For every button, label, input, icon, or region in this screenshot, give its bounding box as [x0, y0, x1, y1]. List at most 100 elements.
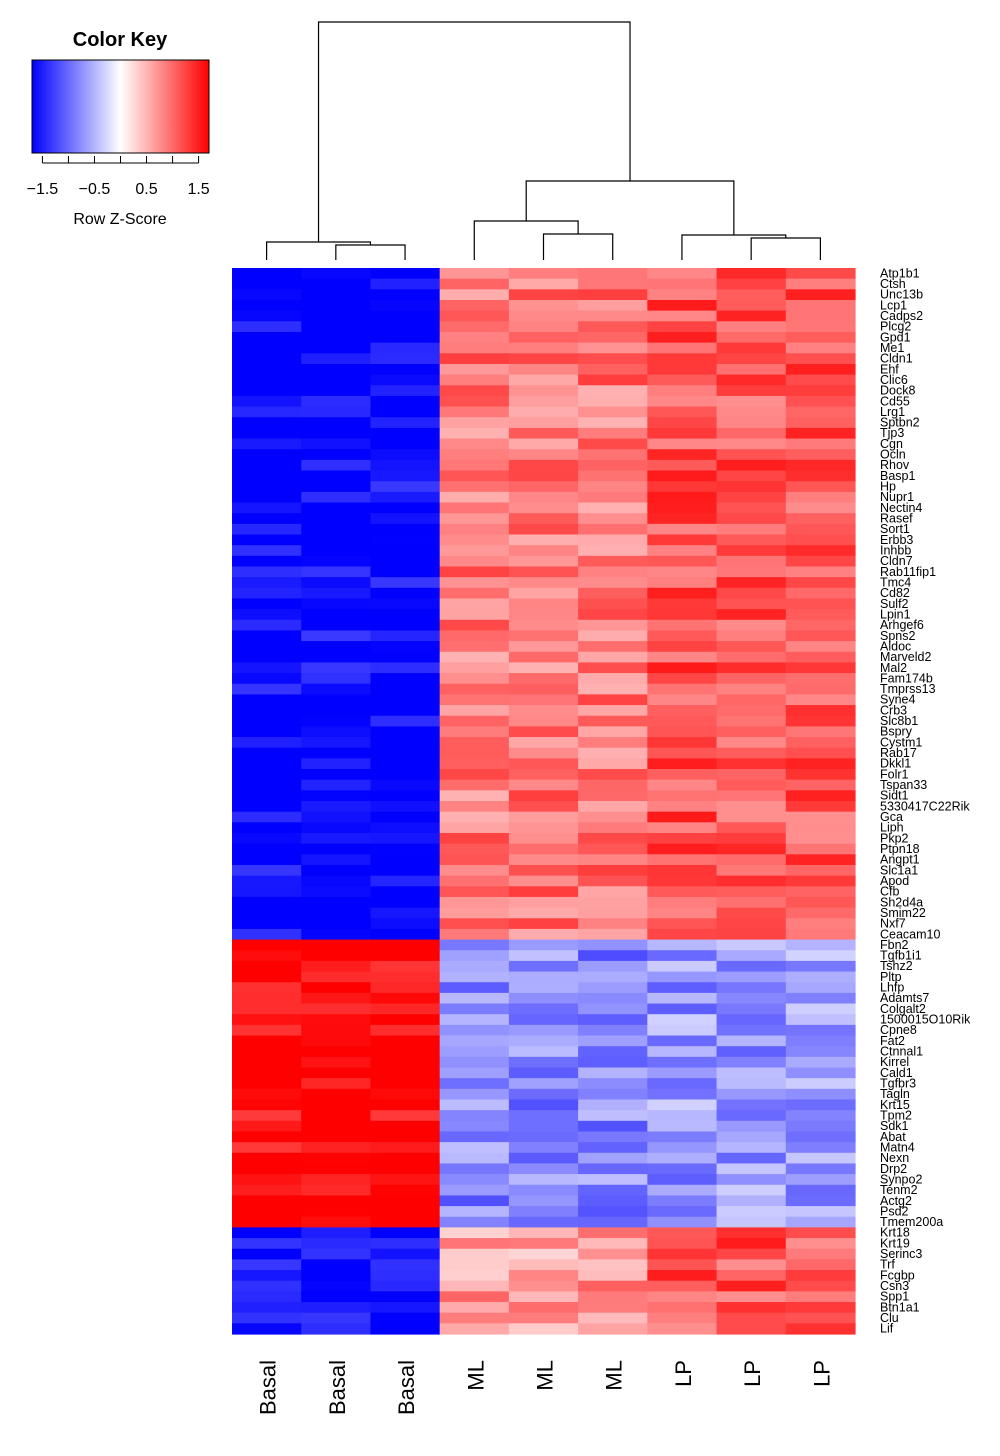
row-label: Cd82 — [880, 586, 910, 600]
heatmap-cell — [578, 459, 648, 472]
heatmap-cell — [508, 939, 579, 951]
heatmap-cell — [439, 395, 510, 408]
heatmap-cell — [439, 417, 510, 429]
heatmap-cell — [578, 502, 648, 514]
heatmap-cell — [370, 1056, 441, 1069]
heatmap-cell — [578, 811, 648, 823]
heatmap-cell — [785, 1270, 856, 1282]
heatmap-cell — [647, 481, 718, 493]
heatmap-cell — [232, 321, 302, 333]
heatmap-cell — [301, 630, 372, 642]
row-label: Cadps2 — [880, 309, 923, 323]
heatmap-cell — [647, 726, 718, 738]
heatmap-cell — [785, 385, 856, 397]
heatmap-cell — [716, 1270, 787, 1282]
row-label: Sidt1 — [880, 789, 909, 803]
heatmap-cell — [647, 886, 718, 898]
heatmap-cell — [785, 374, 856, 386]
heatmap-cell — [785, 1259, 856, 1271]
heatmap-cell — [785, 289, 856, 301]
heatmap-cell — [716, 705, 787, 717]
heatmap-cell — [647, 1142, 718, 1154]
heatmap-cell — [232, 1024, 302, 1037]
heatmap-cell — [578, 619, 648, 632]
heatmap-cell — [232, 875, 302, 887]
row-labels: Atp1b1CtshUnc13bLcp1Cadps2Plcg2Gpd1Me1Cl… — [880, 266, 971, 1335]
heatmap-cell — [232, 971, 302, 983]
heatmap-cell — [439, 1088, 510, 1101]
heatmap-cell — [647, 299, 718, 312]
heatmap-cell — [232, 918, 302, 930]
heatmap-cell — [370, 1195, 441, 1207]
row-label: Cpne8 — [880, 1023, 917, 1037]
heatmap-cell — [578, 342, 648, 354]
heatmap-cell — [647, 438, 718, 450]
heatmap-cell — [439, 1003, 510, 1015]
heatmap-cell — [785, 1078, 856, 1090]
heatmap-cell — [785, 1227, 856, 1239]
heatmap-cell — [716, 918, 787, 930]
heatmap-cell — [508, 641, 579, 653]
heatmap-cell — [716, 523, 787, 536]
color-key-tick-label: −1.5 — [27, 181, 59, 198]
heatmap-cell — [578, 992, 648, 1005]
heatmap-cell — [785, 907, 856, 919]
heatmap-cell — [439, 843, 510, 855]
heatmap-cell — [785, 758, 856, 770]
heatmap-cell — [785, 694, 856, 706]
heatmap-cell — [232, 587, 302, 600]
heatmap-cell — [232, 1099, 302, 1111]
row-label: Lpin1 — [880, 608, 911, 622]
row-label: Kirrel — [880, 1055, 909, 1069]
heatmap-cell — [578, 960, 648, 973]
column-label: ML — [533, 1360, 558, 1391]
heatmap-cell — [232, 1323, 302, 1335]
heatmap-cell — [785, 1238, 856, 1250]
heatmap-cell — [785, 1003, 856, 1015]
heatmap-cell — [785, 896, 856, 909]
heatmap-cell — [232, 470, 302, 482]
row-label: Abat — [880, 1130, 906, 1144]
heatmap-cell — [232, 395, 302, 408]
heatmap-cell — [578, 1152, 648, 1165]
heatmap-cell — [370, 619, 441, 632]
heatmap-cell — [578, 843, 648, 855]
heatmap-cell — [439, 832, 510, 845]
heatmap-cell — [232, 1088, 302, 1101]
row-label: Inhbb — [880, 544, 911, 558]
heatmap-cell — [370, 886, 441, 898]
heatmap-cell — [578, 438, 648, 450]
heatmap-cell — [370, 1163, 441, 1175]
heatmap-cell — [232, 1046, 302, 1058]
heatmap-cell — [578, 1174, 648, 1186]
heatmap-cell — [508, 928, 579, 941]
heatmap-cell — [716, 1206, 787, 1218]
heatmap-cell — [647, 555, 718, 568]
heatmap-cell — [301, 513, 372, 525]
heatmap-cell — [647, 1088, 718, 1101]
heatmap-cell — [716, 1142, 787, 1154]
heatmap-cell — [301, 609, 372, 621]
heatmap-cell — [508, 374, 579, 386]
heatmap-cell — [439, 960, 510, 973]
heatmap-cell — [370, 385, 441, 397]
row-label: Plcg2 — [880, 320, 911, 334]
row-label: Syne4 — [880, 693, 915, 707]
heatmap-cell — [578, 928, 648, 941]
heatmap-cell — [508, 321, 579, 333]
heatmap-cell — [647, 950, 718, 962]
heatmap-cell — [301, 801, 372, 813]
row-label: Csn3 — [880, 1279, 909, 1293]
heatmap-cell — [508, 992, 579, 1005]
heatmap-cell — [232, 737, 302, 749]
heatmap-cell — [716, 299, 787, 312]
heatmap-cell — [508, 694, 579, 706]
heatmap-cell — [647, 1238, 718, 1250]
heatmap-cell — [578, 1056, 648, 1069]
heatmap-cell — [301, 470, 372, 482]
heatmap-cell — [370, 1067, 441, 1079]
row-label: Tpm2 — [880, 1109, 912, 1123]
row-label: Folr1 — [880, 767, 909, 781]
heatmap-cell — [439, 470, 510, 482]
heatmap-cell — [785, 438, 856, 450]
